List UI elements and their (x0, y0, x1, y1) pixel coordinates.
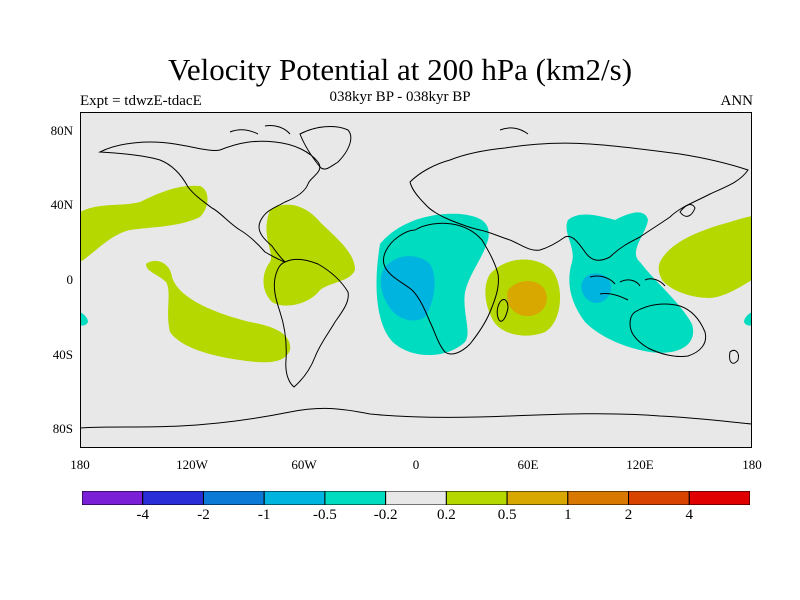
indonesia-coast (589, 275, 666, 301)
colorbar-label: -1 (257, 507, 271, 523)
australia-coast (629, 303, 707, 357)
time-period-subtitle: 038kyr BP - 038kyr BP (329, 89, 471, 105)
colorbar-swatch (82, 491, 144, 505)
colorbar-swatch (506, 491, 569, 505)
latitude-tick-label: 40S (52, 346, 73, 362)
colorbar-label: 4 (685, 507, 694, 523)
madagascar-coast (496, 299, 509, 322)
colorbar-swatch (385, 491, 447, 505)
japan-coast (679, 204, 696, 217)
maritime-negative-core (581, 273, 612, 304)
map-panel (80, 112, 752, 448)
west-pacific-positive-region (658, 216, 752, 298)
longitude-tick-label: 180 (70, 457, 90, 472)
map-canvas (80, 112, 752, 448)
east-edge-negative-patch (744, 312, 752, 326)
map-frame (80, 112, 752, 448)
atlantic-positive-region (263, 204, 355, 306)
colorbar-swatch (324, 491, 387, 505)
colorbar-swatch (142, 491, 204, 505)
colorbar (82, 491, 750, 505)
colorbar-label: 0.5 (497, 507, 517, 523)
coastlines (80, 126, 752, 429)
colorbar-label: 2 (624, 507, 633, 523)
longitude-tick-label: 120E (626, 457, 654, 472)
experiment-label: Expt = tdwzE-tdacE (80, 93, 202, 109)
new-zealand-coast (729, 349, 739, 364)
greenland-coast (299, 126, 352, 170)
colorbar-swatch (628, 491, 690, 505)
colorbar-swatch (445, 491, 508, 505)
colorbar-label: -0.5 (313, 507, 337, 523)
longitude-tick-label: 120W (176, 457, 208, 472)
colorbar-swatch (567, 491, 630, 505)
anomaly-regions (80, 185, 752, 363)
colorbar-label: -4 (136, 507, 149, 523)
antarctica-coast (80, 407, 752, 429)
colorbar-label: 1 (564, 507, 572, 523)
south-america-coast (273, 258, 349, 388)
maritime-negative-region (566, 212, 694, 353)
colorbar-label: -2 (197, 507, 210, 523)
north-pacific-positive-region (80, 185, 208, 262)
longitude-tick-label: 60W (291, 457, 317, 472)
africa-coast (383, 222, 499, 355)
colorbar-label: 0.2 (436, 507, 456, 523)
arctic-islands (229, 125, 529, 135)
south-pacific-positive-region (146, 260, 291, 363)
latitude-tick-label: 0 (66, 272, 74, 287)
longitude-tick-label: 60E (517, 457, 539, 472)
longitude-tick-label: 0 (412, 457, 420, 472)
north-america-coast (98, 140, 321, 263)
colorbar-swatch (263, 491, 326, 505)
indian-ocean-positive-core (507, 281, 547, 317)
africa-negative-core (380, 256, 435, 321)
latitude-tick-label: 40N (50, 197, 73, 213)
colorbar-swatch (202, 491, 265, 505)
arctic-archipelago-coast (229, 125, 529, 135)
longitude-tick-label: 180 (742, 457, 762, 472)
season-label: ANN (720, 93, 754, 109)
chart-title: Velocity Potential at 200 hPa (km2/s) (167, 52, 633, 87)
colorbar-label: -0.2 (373, 507, 398, 523)
latitude-tick-label: 80S (52, 421, 73, 437)
colorbar-swatch (688, 491, 750, 505)
eurasia-coast (409, 142, 749, 261)
latitude-tick-label: 80N (50, 122, 73, 138)
west-edge-negative-patch (80, 312, 88, 326)
